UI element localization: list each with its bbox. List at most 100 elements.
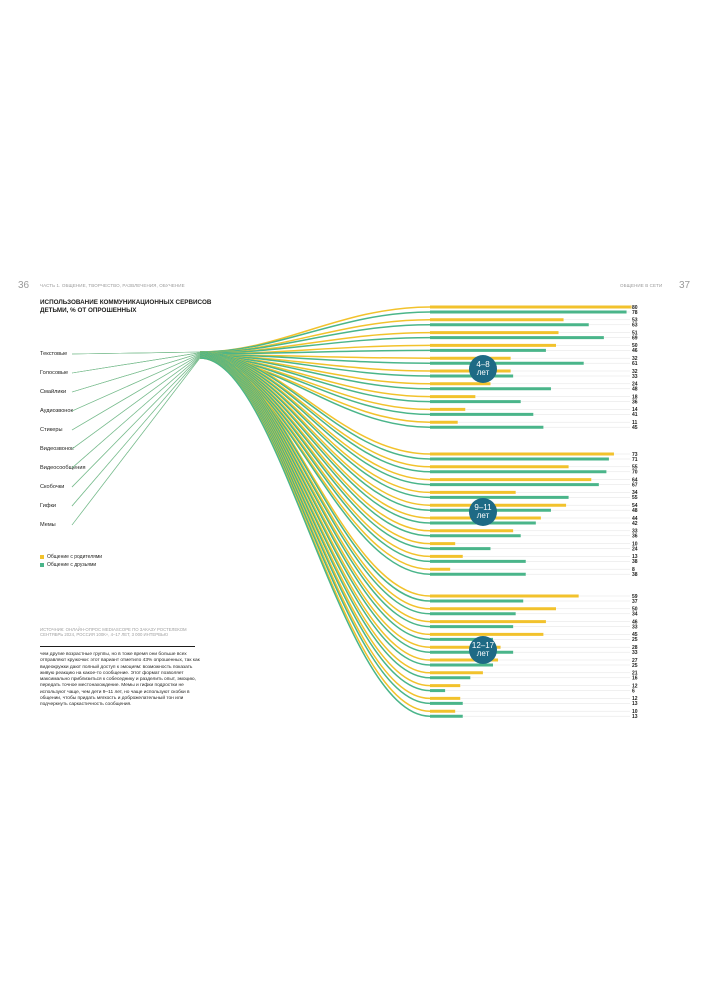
flow-line-friends [199,352,431,628]
data-label-parents: 10 [632,541,638,547]
flow-line-parents [199,319,431,354]
legend-item-friends: Общение с друзьями [40,562,96,568]
flow-line-friends [199,351,431,473]
flow-line-friends [199,357,431,717]
data-label-friends: 61 [632,361,638,367]
data-label-friends: 78 [632,310,638,316]
age-group-label: 4–8 лет [476,359,490,377]
data-label-parents: 73 [632,452,638,458]
age-group-label: 12–17 лет [471,640,495,658]
data-label-friends: 71 [632,457,638,463]
flow-line-friends [199,351,431,460]
label-connector [71,357,201,526]
data-label-parents: 80 [632,305,638,311]
data-label-friends: 13 [632,701,638,707]
data-label-parents: 59 [632,594,638,600]
data-label-parents: 27 [632,658,638,664]
age-group-badge: 12–17 лет [469,636,497,664]
data-label-friends: 70 [632,470,638,476]
flow-line-friends [199,311,431,353]
data-label-parents: 8 [632,567,635,573]
category-label: Видеозвонок [40,446,74,452]
data-label-friends: 33 [632,624,638,630]
legend-label-friends: Общение с друзьями [47,562,97,568]
label-connector [71,353,201,393]
data-label-parents: 51 [632,330,638,336]
data-label-parents: 45 [632,632,638,638]
flow-line-friends [199,353,431,511]
flow-line-friends [199,351,431,615]
data-label-friends: 6 [632,688,635,694]
data-label-friends: 48 [632,508,638,514]
label-connector [71,351,201,355]
data-label-friends: 37 [632,599,638,605]
page-number-left: 36 [18,280,30,291]
data-label-parents: 10 [632,709,638,715]
data-label-parents: 12 [632,683,638,689]
data-label-friends: 33 [632,650,638,656]
data-label-friends: 25 [632,663,638,669]
data-label-parents: 33 [632,529,638,535]
label-connector [71,357,201,507]
running-header-left: ЧАСТЬ 1. ОБЩЕНИЕ, ТВОРЧЕСТВО, РАЗВЛЕЧЕНИ… [40,283,185,288]
data-label-friends: 33 [632,374,638,380]
divider [40,646,195,647]
data-label-parents: 46 [632,619,638,625]
data-label-friends: 25 [632,637,638,643]
category-label: Скобочки [40,484,65,490]
data-label-parents: 34 [632,490,638,496]
data-label-parents: 11 [632,420,638,426]
label-connector [71,352,201,374]
label-connector [71,355,201,450]
running-header-right: ОБЩЕНИЕ В СЕТИ [620,283,663,288]
flow-line-friends [199,349,431,355]
age-group-label: 9–11 лет [474,502,492,520]
age-group-badge: 4–8 лет [469,355,497,383]
data-label-friends: 45 [632,425,638,431]
data-label-friends: 63 [632,323,638,329]
flow-line-friends [199,352,431,486]
data-label-parents: 18 [632,394,638,400]
data-label-parents: 55 [632,465,638,471]
flow-line-friends [199,353,431,364]
data-label-friends: 67 [632,482,638,488]
legend-item-parents: Общение с родителями [40,554,102,560]
data-label-friends: 38 [632,572,638,578]
data-label-friends: 69 [632,335,638,341]
data-label-parents: 64 [632,477,638,483]
category-label: Текстовые [40,351,68,357]
data-label-friends: 16 [632,676,638,682]
flow-line-friends [199,351,431,602]
category-label: Мемы [40,522,56,528]
flow-line-friends [199,353,431,641]
category-label: Стикеры [40,427,63,433]
label-connector [71,356,201,488]
data-label-friends: 41 [632,412,638,418]
data-label-friends: 13 [632,714,638,720]
category-label: Смайлики [40,389,67,395]
category-label: Гифки [40,503,57,509]
data-label-parents: 54 [632,503,638,509]
flow-line-friends [199,353,431,653]
data-label-friends: 24 [632,546,638,552]
age-group-badge: 9–11 лет [469,498,497,526]
body-paragraph: чем другие возрастные группы, но в тоже … [40,652,200,708]
category-label: Голосовые [40,370,69,376]
flow-line-friends [199,324,431,354]
chart-title: ИСПОЛЬЗОВАНИЕ КОММУНИКАЦИОННЫХ СЕРВИСОВ … [40,299,212,314]
data-label-parents: 13 [632,554,638,560]
data-label-parents: 53 [632,318,638,324]
data-label-parents: 32 [632,356,638,362]
label-connector [71,354,201,431]
data-label-parents: 32 [632,369,638,375]
label-connector [71,355,201,469]
category-label: Аудиозвонок [40,408,73,414]
label-connector [71,353,201,412]
data-label-friends: 55 [632,495,638,501]
data-label-parents: 44 [632,516,638,522]
data-label-friends: 46 [632,348,638,354]
data-label-parents: 14 [632,407,638,413]
data-label-parents: 28 [632,645,638,651]
